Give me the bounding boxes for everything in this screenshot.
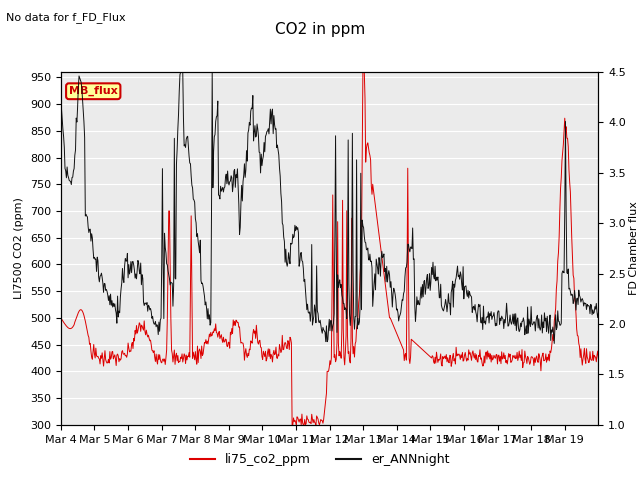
Y-axis label: LI7500 CO2 (ppm): LI7500 CO2 (ppm)	[14, 197, 24, 300]
Legend: li75_co2_ppm, er_ANNnight: li75_co2_ppm, er_ANNnight	[186, 448, 454, 471]
Text: MB_flux: MB_flux	[69, 86, 118, 96]
Y-axis label: FD Chamber flux: FD Chamber flux	[628, 202, 639, 295]
Text: CO2 in ppm: CO2 in ppm	[275, 22, 365, 36]
Text: No data for f_FD_Flux: No data for f_FD_Flux	[6, 12, 126, 23]
